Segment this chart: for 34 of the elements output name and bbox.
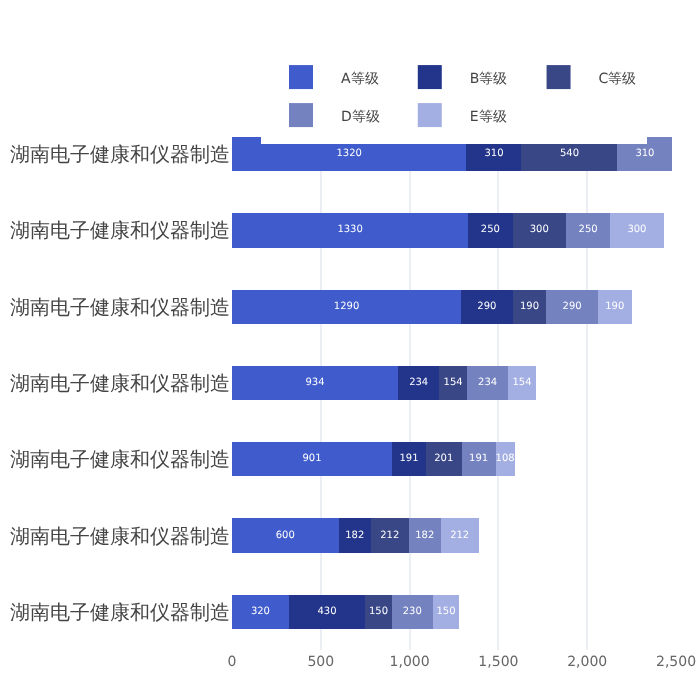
bar: [232, 442, 393, 477]
bar: [440, 518, 479, 553]
bar: [397, 365, 440, 401]
y-tick-label: 湖南电子健康和仪器制造: [10, 295, 230, 320]
bar: [408, 518, 441, 553]
y-tick-label: 湖南电子健康和仪器制造: [10, 143, 230, 168]
bar: [391, 594, 433, 630]
bar: [439, 365, 467, 401]
y-tick-label: 湖南电子健康和仪器制造: [10, 448, 230, 473]
bar: [597, 289, 632, 324]
bar: [508, 365, 536, 401]
bar: [365, 594, 392, 630]
bar: [370, 518, 409, 553]
bar: [425, 442, 462, 477]
bar: [338, 518, 371, 553]
bar: [232, 518, 339, 553]
bar: [232, 213, 469, 248]
bar: [610, 213, 664, 248]
bar: [466, 365, 509, 401]
bar: [468, 213, 513, 248]
bar: [565, 213, 611, 248]
bar: [392, 442, 426, 477]
bar: [512, 213, 566, 248]
bar: [461, 289, 513, 324]
y-tick-label: 湖南电子健康和仪器制造: [10, 372, 230, 396]
y-tick-label: 湖南电子健康和仪器制造: [10, 219, 230, 244]
bar: [546, 289, 598, 324]
bar: [461, 442, 496, 477]
y-tick-label: 湖南电子健康和仪器制造: [10, 524, 230, 549]
bar: [232, 365, 398, 401]
bar: [232, 289, 462, 324]
y-tick-label: 湖南电子健康和仪器制造: [10, 600, 230, 625]
bar: [232, 594, 289, 630]
bar: [288, 594, 366, 630]
